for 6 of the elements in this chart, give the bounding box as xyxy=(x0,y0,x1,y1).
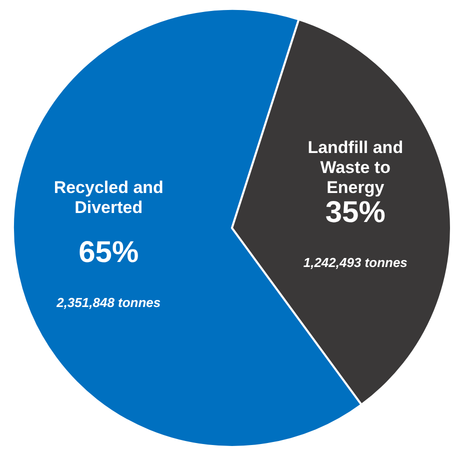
slice-label: Recycled and Diverted xyxy=(54,178,164,218)
text: 1,242,493 tonnes xyxy=(303,254,408,270)
slice-label: Landfill and Waste to Energy xyxy=(308,138,404,197)
data-label: 65% xyxy=(78,236,139,270)
text: 2,351,848 tonnes xyxy=(56,295,161,310)
data-label: 35% xyxy=(325,196,386,229)
